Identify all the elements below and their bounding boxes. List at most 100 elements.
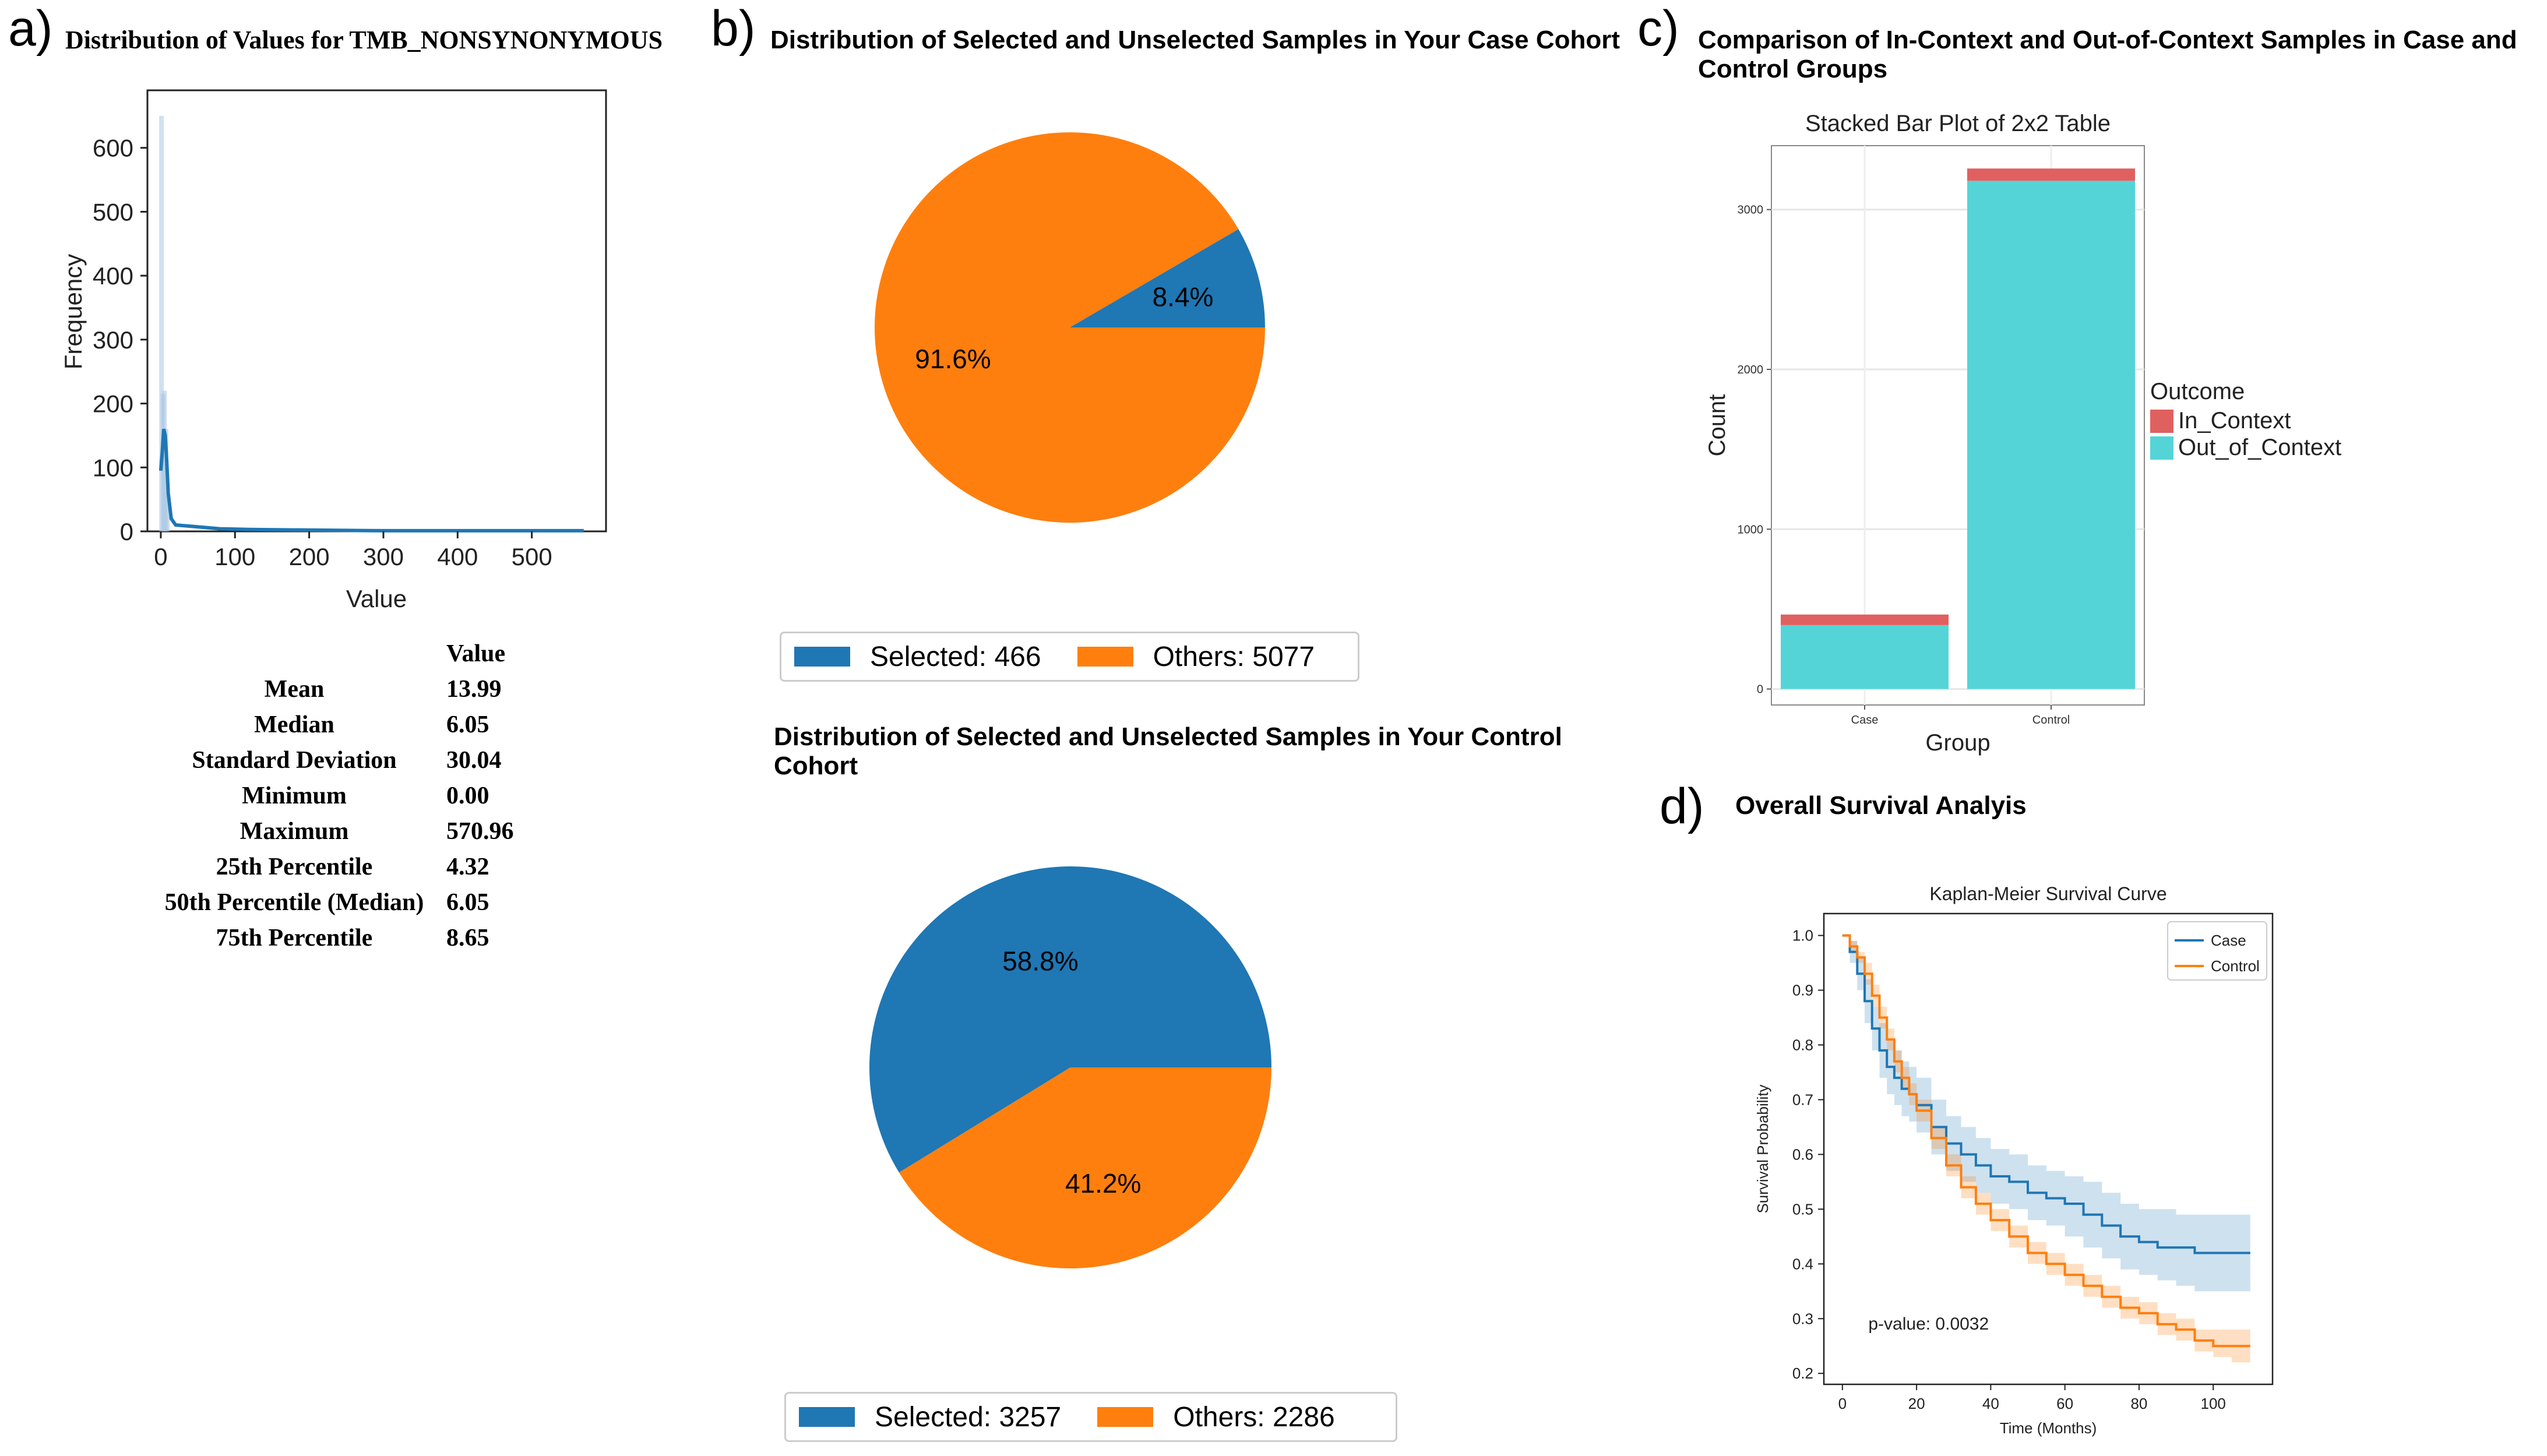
pie-slice-selected (869, 866, 1271, 1173)
histogram-bar (165, 493, 170, 531)
bar-legend-label: Out_of_Context (2178, 435, 2341, 460)
legend-label-selected: Selected: 466 (870, 641, 1041, 672)
stats-table: Value Mean 13.99 Median 6.05 Standard Deviat… (152, 636, 563, 956)
panel-c-title-line2: Control Groups (1698, 55, 1888, 83)
legend-item-others: Others: 5077 (1077, 641, 1315, 673)
panel-d-letter: d) (1660, 778, 1704, 834)
stats-row: 25th Percentile 4.32 (152, 849, 563, 885)
histogram-y-tick-label: 600 (93, 135, 133, 162)
stats-row: Maximum 570.96 (152, 814, 563, 849)
panel-c-title: Comparison of In-Context and Out-of-Cont… (1698, 26, 2517, 84)
stats-label: 25th Percentile (216, 854, 373, 880)
stats-label: Minimum (242, 782, 347, 809)
legend-swatch-others (1097, 1407, 1154, 1427)
km-y-tick-label: 0.7 (1792, 1091, 1813, 1108)
stats-label: Median (254, 711, 334, 738)
km-line-case (1842, 934, 2250, 1254)
legend-item-selected: Selected: 3257 (799, 1401, 1061, 1433)
bar-legend-swatch (2150, 410, 2173, 433)
histogram-plot-frame (146, 89, 607, 533)
bar-segment-out_of_context (1967, 181, 2135, 689)
km-x-label: Time (Months) (2000, 1419, 2097, 1437)
km-y-tick-label: 0.6 (1792, 1145, 1813, 1163)
km-legend-label: Control (2211, 957, 2260, 975)
histogram-x-tick-label: 500 (512, 543, 552, 570)
km-x-tick-label: 40 (1982, 1395, 1999, 1412)
stats-value: 30.04 (446, 747, 502, 774)
histogram-y-tick-label: 200 (93, 390, 133, 418)
km-chart: Kaplan-Meier Survival Curve 0 20 40 60 80 100 0… (1754, 883, 2274, 1437)
stats-value: 6.05 (446, 711, 489, 738)
km-y-tick-label: 0.2 (1792, 1365, 1813, 1382)
histogram-y-label: Frequency (59, 254, 87, 369)
km-legend-label: Case (2211, 932, 2246, 949)
stats-value: 6.05 (446, 889, 489, 916)
histogram-y-tick-label: 0 (120, 518, 133, 545)
stats-value: 570.96 (446, 818, 514, 845)
stats-row: Mean 13.99 (152, 672, 563, 707)
pie-percent-label: 58.8% (1002, 946, 1078, 976)
legend-swatch-selected (794, 647, 850, 667)
km-y-tick-label: 0.3 (1792, 1310, 1813, 1327)
km-pvalue-annotation: p-value: 0.0032 (1868, 1314, 1989, 1334)
pie-slice-others (899, 1067, 1271, 1269)
histogram-x-tick-label: 100 (214, 543, 255, 570)
legend-swatch-others (1077, 647, 1133, 667)
stats-label: 50th Percentile (Median) (164, 889, 424, 916)
bar-segment-in_context (1967, 168, 2135, 181)
histogram-x-tick-label: 200 (289, 543, 330, 570)
panel-b-control-title-line2: Cohort (774, 752, 858, 780)
panel-d-title: Overall Survival Analyis (1735, 791, 2027, 820)
pie-control-legend: Selected: 3257 Others: 2286 (784, 1392, 1397, 1442)
bar-segment-out_of_context (1781, 625, 1949, 689)
pie-case-chart: 8.4% 91.6% (875, 132, 1265, 523)
km-plot-frame (1823, 912, 2274, 1386)
bar-legend-label: In_Context (2178, 408, 2291, 433)
km-y-tick-label: 0.8 (1792, 1036, 1813, 1053)
histogram-x-tick-label: 0 (154, 543, 167, 570)
pie-percent-label: 91.6% (915, 344, 991, 374)
legend-swatch-selected (799, 1407, 855, 1427)
km-x-tick-label: 80 (2130, 1395, 2147, 1412)
histogram-kde-line (158, 428, 584, 533)
km-line-control (1842, 934, 2250, 1348)
stats-header: Value (446, 640, 506, 667)
bar-chart-title: Stacked Bar Plot of 2x2 Table (1805, 111, 2111, 136)
km-y-label: Survival Probability (1754, 1084, 1771, 1213)
histogram-bar (159, 115, 164, 532)
histogram-chart: 0 100 200 300 400 500 0 100 200 300 400 500 600 Valu… (59, 89, 607, 612)
panel-a-title: Distribution of Values for TMB_NONSYNONY… (65, 26, 663, 54)
stats-label: Standard Deviation (192, 747, 397, 774)
stats-label: Mean (264, 676, 325, 703)
bar-segment-in_context (1781, 614, 1949, 625)
panel-b-letter: b) (711, 1, 756, 57)
bar-y-tick-label: 3000 (1738, 204, 1764, 217)
pie-percent-label: 41.2% (1065, 1168, 1141, 1198)
bar-y-label: Count (1704, 394, 1730, 457)
bar-x-tick-label: Control (2032, 714, 2070, 727)
stats-row: 50th Percentile (Median) 6.05 (152, 885, 563, 921)
legend-item-others: Others: 2286 (1097, 1401, 1335, 1433)
histogram-x-tick-label: 300 (363, 543, 404, 570)
pie-percent-label: 8.4% (1153, 282, 1214, 312)
km-x-tick-label: 20 (1908, 1395, 1925, 1412)
stats-value: 0.00 (446, 782, 489, 809)
stats-row: Standard Deviation 30.04 (152, 743, 563, 778)
stats-value: 4.32 (446, 854, 489, 880)
legend-item-selected: Selected: 466 (794, 641, 1041, 673)
panel-b-control-title-line1: Distribution of Selected and Unselected … (774, 722, 1562, 751)
stats-row: 75th Percentile 8.65 (152, 921, 563, 956)
histogram-x-label: Value (346, 585, 407, 612)
bar-legend-swatch (2150, 436, 2173, 460)
pie-control-chart: 58.8% 41.2% (869, 866, 1271, 1269)
stats-label: 75th Percentile (216, 925, 373, 951)
stacked-bar-chart: Stacked Bar Plot of 2x2 Table 0 1000 2000 30… (1704, 111, 2341, 756)
stats-value: 8.65 (446, 925, 489, 951)
histogram-y-tick-label: 300 (93, 326, 133, 354)
panel-b-case-title: Distribution of Selected and Unselected … (770, 26, 1620, 54)
km-y-tick-label: 0.9 (1792, 982, 1813, 999)
histogram-y-tick-label: 100 (93, 454, 133, 481)
bar-y-tick-label: 1000 (1738, 523, 1764, 536)
panel-c-title-line1: Comparison of In-Context and Out-of-Cont… (1698, 26, 2517, 54)
panel-a-letter: a) (8, 1, 53, 57)
